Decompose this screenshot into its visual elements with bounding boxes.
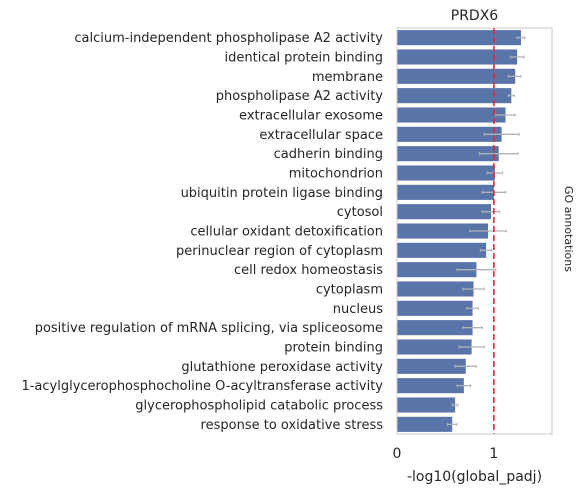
bar [397, 300, 473, 316]
bar [397, 242, 487, 258]
category-label: membrane [312, 70, 383, 85]
x-tick-label: 1 [489, 446, 498, 462]
category-label: calcium-independent phospholipase A2 act… [74, 31, 383, 46]
bar [397, 49, 518, 65]
bar [397, 223, 489, 239]
bars [397, 30, 521, 432]
bar [397, 416, 453, 432]
bar [397, 320, 473, 336]
bar [397, 107, 506, 123]
plot-frame [396, 27, 553, 435]
bar [397, 88, 512, 104]
category-labels: calcium-independent phospholipase A2 act… [21, 31, 383, 433]
category-label: cytosol [337, 205, 383, 220]
category-label: identical protein binding [225, 51, 383, 66]
bar [397, 30, 521, 46]
bar [397, 184, 494, 200]
category-label: glycerophospholipid catabolic process [135, 399, 383, 414]
x-tick-label: 0 [393, 446, 402, 462]
error-bars [446, 36, 526, 426]
chart-title: PRDX6 [451, 8, 499, 24]
bar [397, 126, 502, 142]
category-label: cytoplasm [316, 283, 383, 298]
category-label: mitochondrion [289, 167, 383, 182]
bar [397, 262, 477, 278]
category-label: cellular oxidant detoxification [190, 225, 383, 240]
bar [397, 281, 474, 297]
category-label: cell redox homeostasis [234, 263, 383, 278]
bar [397, 378, 464, 394]
category-label: cadherin binding [274, 147, 383, 162]
category-label: ubiquitin protein ligase binding [181, 186, 383, 201]
bar [397, 165, 495, 181]
bar [397, 68, 516, 84]
category-label: phospholipase A2 activity [216, 89, 384, 104]
side-annotation-label: GO annotations [562, 186, 575, 272]
category-label: extracellular space [259, 128, 383, 143]
bar [397, 397, 456, 413]
category-label: perinuclear region of cytoplasm [176, 244, 383, 259]
category-label: protein binding [284, 341, 383, 356]
bar [397, 358, 466, 374]
category-label: glutathione peroxidase activity [181, 360, 383, 375]
category-label: extracellular exosome [239, 109, 383, 124]
bar [397, 146, 499, 162]
category-label: response to oxidative stress [201, 418, 384, 433]
bar [397, 204, 491, 220]
x-axis-title: -log10(global_padj) [407, 469, 542, 485]
category-label: positive regulation of mRNA splicing, vi… [35, 321, 383, 336]
category-label: 1-acylglycerophosphocholine O-acyltransf… [21, 379, 383, 394]
category-label: nucleus [333, 302, 383, 317]
bar [397, 339, 472, 355]
